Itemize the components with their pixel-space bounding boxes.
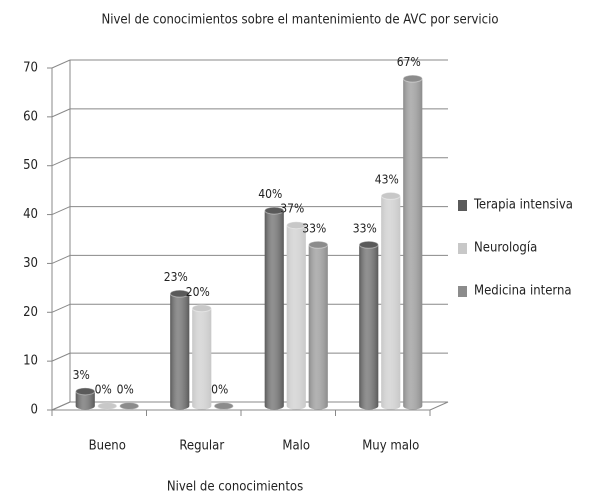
data-label: 67% [397,55,421,69]
grid-line [51,157,71,167]
y-tick-label: 50 [23,158,38,173]
bar-top [358,240,379,249]
bar-shade [286,225,306,410]
x-axis-label: Nivel de conocimientos [167,480,303,495]
y-tick-label: 40 [23,207,38,222]
data-label: 0% [117,383,134,397]
grid-line [51,254,71,264]
legend-label: Medicina interna [474,284,572,299]
data-label: 43% [375,172,399,186]
bar-top [119,402,140,410]
data-label: 0% [211,383,228,397]
bar-top [75,387,96,396]
legend-swatch [458,286,467,297]
legend-swatch [458,243,467,254]
bar-top [169,289,190,298]
bar-top [213,402,234,410]
legend-swatch [458,200,467,211]
bar-shade [403,78,423,410]
data-label: 33% [353,221,377,235]
y-tick-label: 10 [23,354,38,369]
x-tick-label: Muy malo [362,439,419,454]
bar-top [380,191,401,200]
y-tick-label: 60 [23,109,38,124]
data-label: 37% [280,202,304,216]
bar-top [308,240,329,249]
bar-shade [308,244,328,410]
bar-top [402,74,423,83]
grid-line [51,303,71,313]
grid-line [51,206,71,216]
bar-shade [264,210,284,410]
grid-line [51,401,71,411]
grid-line [51,59,71,69]
y-tick-label: 20 [23,305,38,320]
legend-label: Neurología [474,241,537,256]
grid-line [51,108,71,118]
bar-top [97,402,118,410]
bar-shade [381,195,401,410]
bar-shade [170,293,190,410]
data-label: 33% [302,221,326,235]
bar-top [264,206,285,215]
bar-shade [359,244,379,410]
bar-top [191,304,212,313]
data-label: 40% [258,187,282,201]
y-tick-label: 70 [23,61,38,76]
x-tick-label: Bueno [89,439,126,454]
y-tick-label: 30 [23,256,38,271]
bar-top [286,221,307,230]
bar-shade [75,391,95,410]
grid-line [51,352,71,362]
chart-title: Nivel de conocimientos sobre el mantenim… [101,13,498,28]
bar-shade [192,308,212,410]
data-label: 3% [73,368,90,382]
data-label: 23% [164,270,188,284]
data-label: 0% [95,383,112,397]
x-tick-label: Malo [282,439,310,454]
legend-label: Terapia intensiva [473,198,573,213]
y-tick-label: 0 [31,403,38,418]
data-label: 20% [186,285,210,299]
x-tick-label: Regular [179,439,224,454]
